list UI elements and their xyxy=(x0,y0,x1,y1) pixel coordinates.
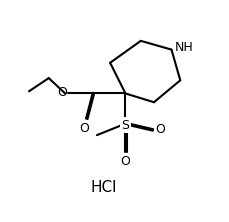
Text: O: O xyxy=(57,86,67,99)
Text: NH: NH xyxy=(175,41,194,54)
Text: O: O xyxy=(79,122,89,135)
Text: O: O xyxy=(155,123,165,136)
Text: S: S xyxy=(121,119,129,132)
Text: O: O xyxy=(120,155,130,168)
Text: HCl: HCl xyxy=(90,180,117,195)
